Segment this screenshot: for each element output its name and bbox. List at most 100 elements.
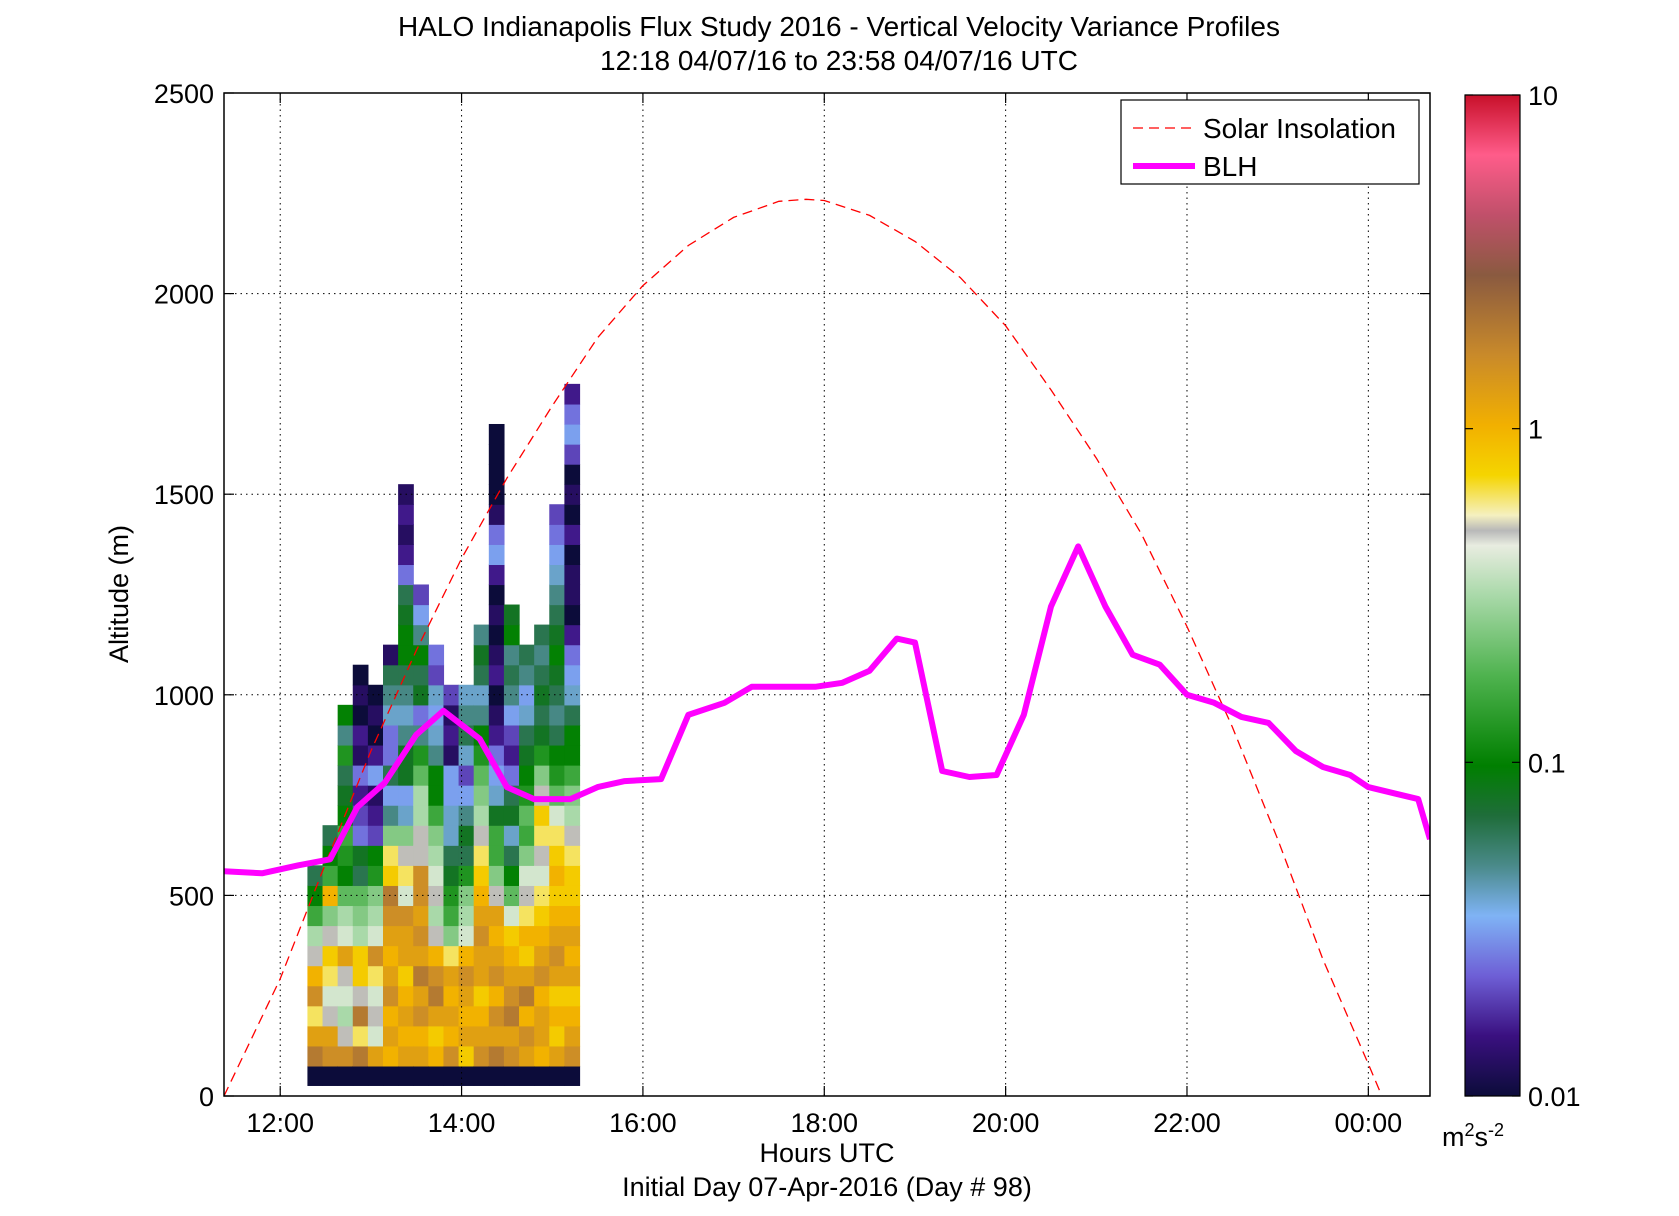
heatmap-cell bbox=[503, 604, 520, 626]
heatmap-cell bbox=[398, 624, 414, 646]
heatmap-cell bbox=[564, 464, 581, 485]
heatmap-cell bbox=[549, 524, 565, 545]
heatmap-cell bbox=[534, 885, 550, 907]
heatmap-cell bbox=[458, 785, 475, 806]
heatmap-cell bbox=[458, 1005, 475, 1027]
heatmap-cell bbox=[398, 765, 414, 786]
heatmap-cell bbox=[519, 985, 535, 1007]
heatmap-cell bbox=[337, 785, 354, 806]
heatmap-cell bbox=[503, 865, 520, 886]
heatmap-cell bbox=[337, 1005, 354, 1027]
heatmap-cell bbox=[488, 1045, 505, 1067]
heatmap-cell bbox=[473, 644, 490, 666]
heatmap-cell bbox=[398, 504, 414, 525]
legend: Solar Insolation BLH bbox=[1120, 99, 1420, 185]
heatmap-cell bbox=[488, 624, 505, 646]
heatmap-cell bbox=[428, 925, 445, 947]
heatmap-cell bbox=[307, 1025, 324, 1047]
heatmap-cell bbox=[443, 785, 460, 806]
heatmap-cell bbox=[398, 1025, 414, 1047]
heatmap-cell bbox=[443, 985, 460, 1007]
y-tick-label: 2500 bbox=[154, 79, 214, 109]
heatmap-cell bbox=[564, 664, 581, 686]
heatmap-cell bbox=[564, 604, 581, 626]
heatmap-cell bbox=[488, 1065, 505, 1086]
heatmap-cell bbox=[428, 664, 445, 686]
heatmap-cell bbox=[519, 965, 535, 987]
heatmap-cell bbox=[307, 985, 324, 1007]
heatmap-cell bbox=[383, 1065, 399, 1086]
heatmap-cell bbox=[413, 945, 429, 967]
heatmap-cell bbox=[383, 1025, 399, 1047]
heatmap-cell bbox=[549, 905, 565, 927]
heatmap-cell bbox=[443, 1045, 460, 1067]
heatmap-cell bbox=[488, 965, 505, 987]
heatmap-cell bbox=[352, 684, 369, 706]
y-tick-label: 500 bbox=[169, 881, 214, 911]
heatmap-cell bbox=[564, 1005, 581, 1027]
heatmap-cell bbox=[549, 544, 565, 566]
heatmap-cell bbox=[534, 644, 550, 666]
heatmap-cell bbox=[564, 584, 581, 606]
heatmap-cell bbox=[503, 644, 520, 666]
x-tick-label: 20:00 bbox=[972, 1108, 1040, 1138]
heatmap-cell bbox=[534, 865, 550, 886]
heatmap-cell bbox=[534, 845, 550, 866]
heatmap-cell bbox=[534, 684, 550, 706]
colorbar-tick-label: 1 bbox=[1528, 415, 1543, 445]
heatmap-cell bbox=[428, 885, 445, 907]
heatmap-cell bbox=[519, 945, 535, 967]
heatmap-cell bbox=[473, 765, 490, 786]
heatmap-cell bbox=[428, 965, 445, 987]
heatmap-cell bbox=[488, 845, 505, 866]
x-tick-label: 12:00 bbox=[246, 1108, 314, 1138]
plot-frame bbox=[223, 92, 1431, 1097]
heatmap-cell bbox=[519, 1005, 535, 1027]
heatmap-cell bbox=[534, 664, 550, 686]
heatmap-cell bbox=[413, 885, 429, 907]
heatmap-cell bbox=[503, 684, 520, 706]
heatmap-cell bbox=[473, 624, 490, 646]
heatmap-cell bbox=[458, 845, 475, 866]
colorbar-unit-sup1: 2 bbox=[1465, 1120, 1475, 1140]
heatmap-cell bbox=[398, 664, 414, 686]
heatmap-cell bbox=[473, 1025, 490, 1047]
heatmap-cell bbox=[519, 825, 535, 846]
heatmap-cell bbox=[383, 704, 399, 726]
heatmap-cell bbox=[549, 684, 565, 706]
heatmap-cell bbox=[337, 965, 354, 987]
colorbar: 0.01 0.1 1 10 m2s-2 bbox=[1442, 81, 1581, 1152]
x-axis-label: Hours UTC bbox=[759, 1138, 894, 1168]
heatmap-cell bbox=[352, 1045, 369, 1067]
heatmap-cell bbox=[337, 765, 354, 786]
heatmap-cell bbox=[564, 985, 581, 1007]
heatmap-cell bbox=[367, 744, 384, 766]
legend-solar-label: Solar Insolation bbox=[1203, 113, 1396, 144]
heatmap-cell bbox=[534, 1025, 550, 1047]
heatmap-cell bbox=[398, 985, 414, 1007]
heatmap-cell bbox=[367, 825, 384, 846]
heatmap-cell bbox=[322, 945, 339, 967]
heatmap-cell bbox=[352, 985, 369, 1007]
heatmap-cell bbox=[367, 925, 384, 947]
heatmap-cell bbox=[564, 644, 581, 666]
legend-box bbox=[1120, 99, 1420, 185]
heatmap-cell bbox=[383, 825, 399, 846]
heatmap-cell bbox=[428, 1025, 445, 1047]
heatmap-cell bbox=[564, 825, 581, 846]
heatmap-cell bbox=[413, 825, 429, 846]
y-tick-label: 2000 bbox=[154, 280, 214, 310]
heatmap-cell bbox=[428, 684, 445, 706]
heatmap-cell bbox=[549, 765, 565, 786]
heatmap-cell bbox=[443, 865, 460, 886]
heatmap-cell bbox=[458, 825, 475, 846]
heatmap-cell bbox=[307, 925, 324, 947]
heatmap-cell bbox=[352, 1025, 369, 1047]
heatmap-cell bbox=[534, 1065, 550, 1086]
heatmap-cell bbox=[488, 805, 505, 826]
heatmap-cell bbox=[549, 805, 565, 826]
heatmap-cell bbox=[443, 684, 460, 706]
heatmap-cell bbox=[398, 845, 414, 866]
heatmap-cell bbox=[398, 1065, 414, 1086]
heatmap-cell bbox=[503, 805, 520, 826]
